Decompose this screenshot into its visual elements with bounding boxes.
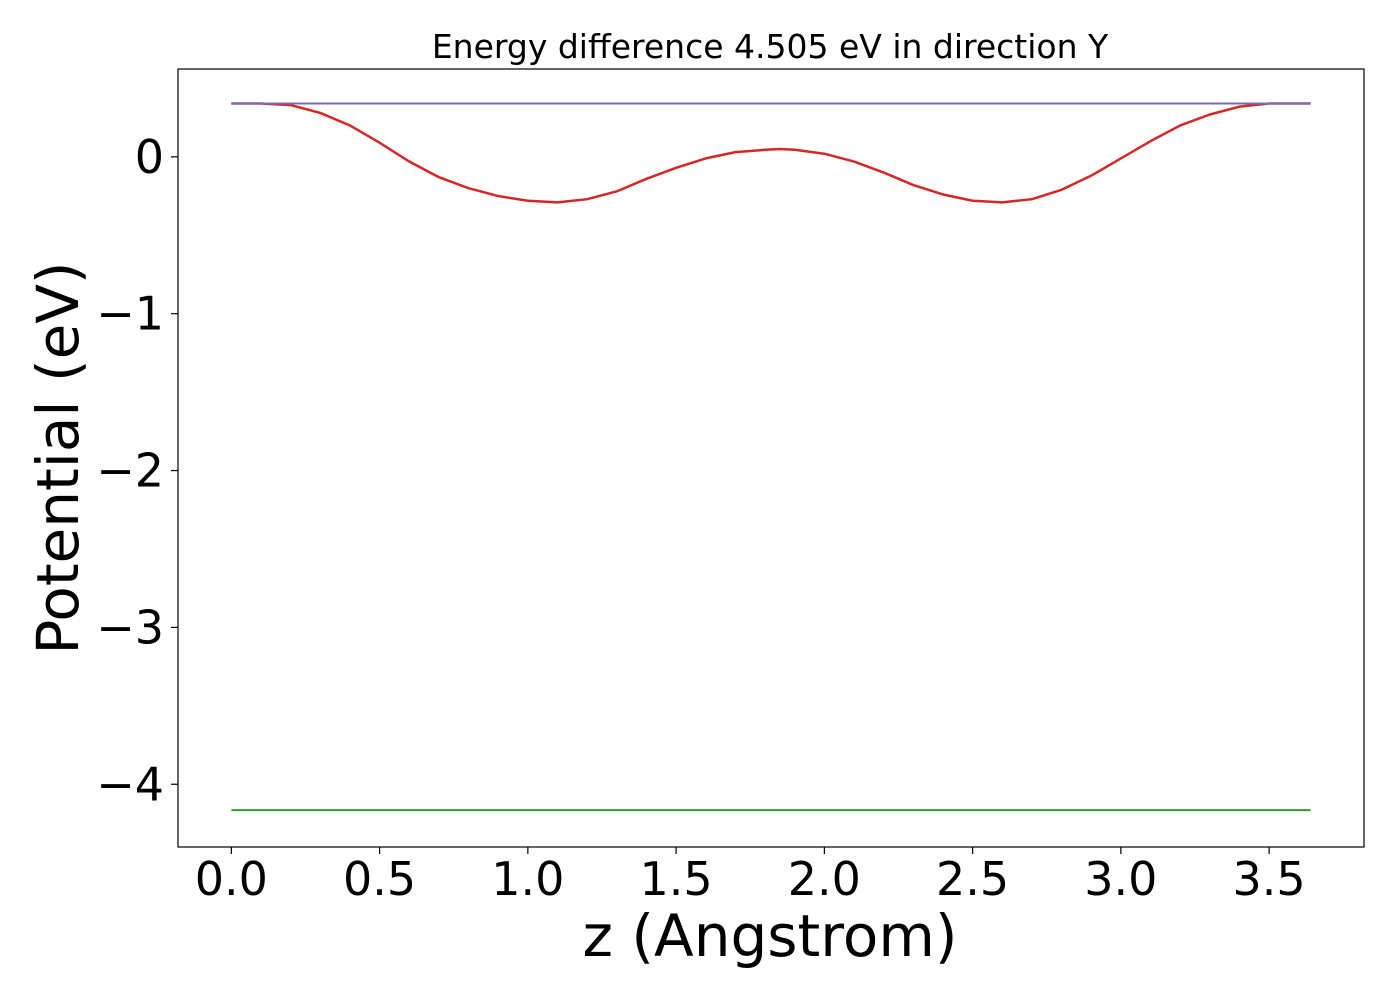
x-tick-label: 1.0 [491,852,564,906]
plot-area [231,102,1311,812]
x-tick-label: 1.5 [640,852,713,906]
chart-title: Energy difference 4.505 eV in direction … [432,27,1109,66]
x-tick-label: 0.5 [343,852,416,906]
y-tick-label: −2 [96,444,164,498]
y-tick-label: −4 [96,757,164,811]
x-tick-label: 3.0 [1084,852,1157,906]
y-axis: 0 −1 −2 −3 −4 [96,130,178,811]
x-tick-label: 0.0 [195,852,268,906]
plot-frame [177,68,1365,848]
series-line-2 [231,102,1311,204]
y-tick-label: −1 [96,287,164,341]
y-tick-label: −3 [96,600,164,654]
x-tick-label: 2.0 [788,852,861,906]
x-axis-label: z (Angstrom) [583,902,958,970]
x-tick-label: 2.5 [936,852,1009,906]
y-axis-label: Potential (eV) [24,261,92,654]
y-tick-label: 0 [135,130,164,184]
x-tick-label: 3.5 [1233,852,1306,906]
x-axis: 0.0 0.5 1.0 1.5 2.0 2.5 3.0 3.5 [195,847,1306,906]
